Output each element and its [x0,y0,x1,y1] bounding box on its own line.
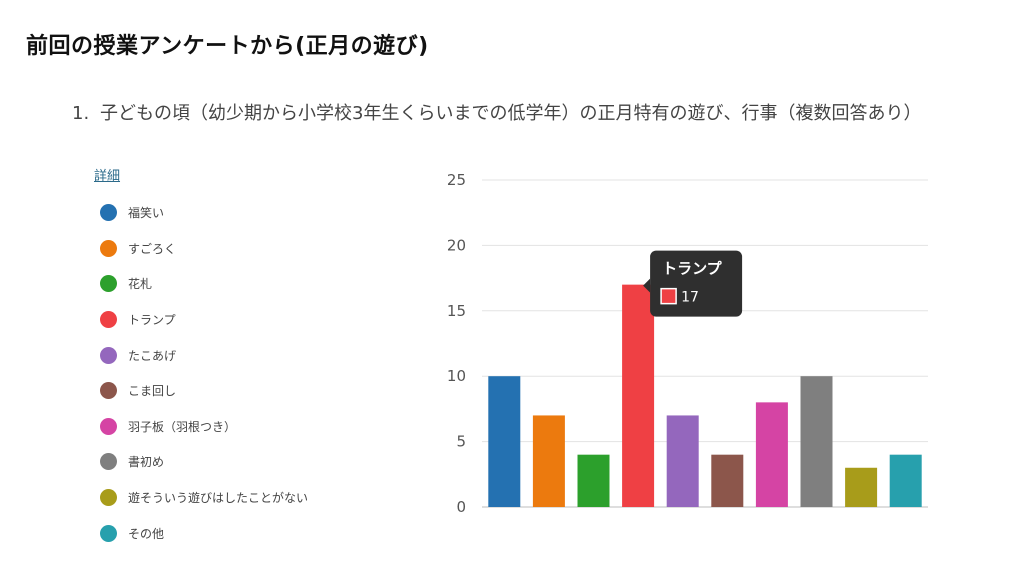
legend-swatch [100,275,117,293]
legend-label: その他 [128,526,165,541]
legend-swatch [100,453,117,471]
legend-swatch [100,417,117,435]
question: 1. 子どもの頃（幼少期から小学校3年生くらいまでの低学年）の正月特有の遊び、行… [72,100,952,128]
legend-label: 羽子板（羽根つき） [128,419,237,434]
legend-swatch [100,346,117,364]
legend-label: こま回し [128,384,177,399]
bar-chart: 0 5 10 15 20 25 トランプ 17 [447,171,928,516]
legend-swatch [100,311,117,329]
y-tick-label: 15 [447,302,466,320]
legend-item: 書初め [100,444,308,480]
legend-item: 羽子板（羽根つき） [100,409,308,445]
legend-label: 花札 [128,277,153,292]
bar[interactable] [666,415,699,507]
question-text: 子どもの頃（幼少期から小学校3年生くらいまでの低学年）の正月特有の遊び、行事（複… [100,103,922,124]
legend-swatch [100,489,117,507]
bar[interactable] [889,454,922,507]
legend-item: 遊そういう遊びはしたことがない [100,480,308,516]
bar[interactable] [800,376,833,507]
legend-item: トランプ [100,302,308,338]
legend-item: すごろく [100,231,308,267]
y-tick-label: 25 [447,171,466,189]
slide-title: 前回の授業アンケートから(正月の遊び) [26,34,429,59]
bar[interactable] [845,467,878,507]
legend-swatch [100,239,117,257]
tooltip-title: トランプ [662,260,723,278]
legend-item: 福笑い [100,195,308,231]
bar[interactable] [755,402,788,507]
legend-item: こま回し [100,373,308,409]
detail-link[interactable]: 詳細 [94,169,121,184]
legend-label: 福笑い [128,206,165,221]
legend-label: すごろく [128,241,177,256]
bar[interactable] [711,454,744,507]
legend-swatch [100,204,117,222]
legend-swatch [100,524,117,542]
legend-swatch [100,382,117,400]
question-number: 1. [72,103,90,124]
legend-label: 書初め [128,455,165,470]
y-tick-label: 10 [447,367,466,385]
legend-label: たこあげ [128,348,177,363]
chart-tooltip: トランプ 17 [643,250,743,317]
y-tick-label: 0 [456,498,466,516]
bar[interactable] [532,415,565,507]
tooltip-pointer [643,278,651,293]
tooltip-value: 17 [681,290,699,306]
bar[interactable] [577,454,610,507]
y-tick-label: 5 [456,433,466,451]
y-tick-label: 20 [447,236,466,254]
legend-label: トランプ [128,313,176,328]
chart-legend: 福笑いすごろく花札トランプたこあげこま回し羽子板（羽根つき） 書初め遊そういう遊び… [100,195,308,551]
legend-item: 花札 [100,266,308,302]
legend-item: たこあげ [100,337,308,373]
legend-label: 遊そういう遊びはしたことがない [128,491,309,506]
tooltip-swatch [660,287,677,305]
legend-item: その他 [100,515,308,551]
bar[interactable] [488,376,521,507]
bar[interactable] [622,284,655,507]
